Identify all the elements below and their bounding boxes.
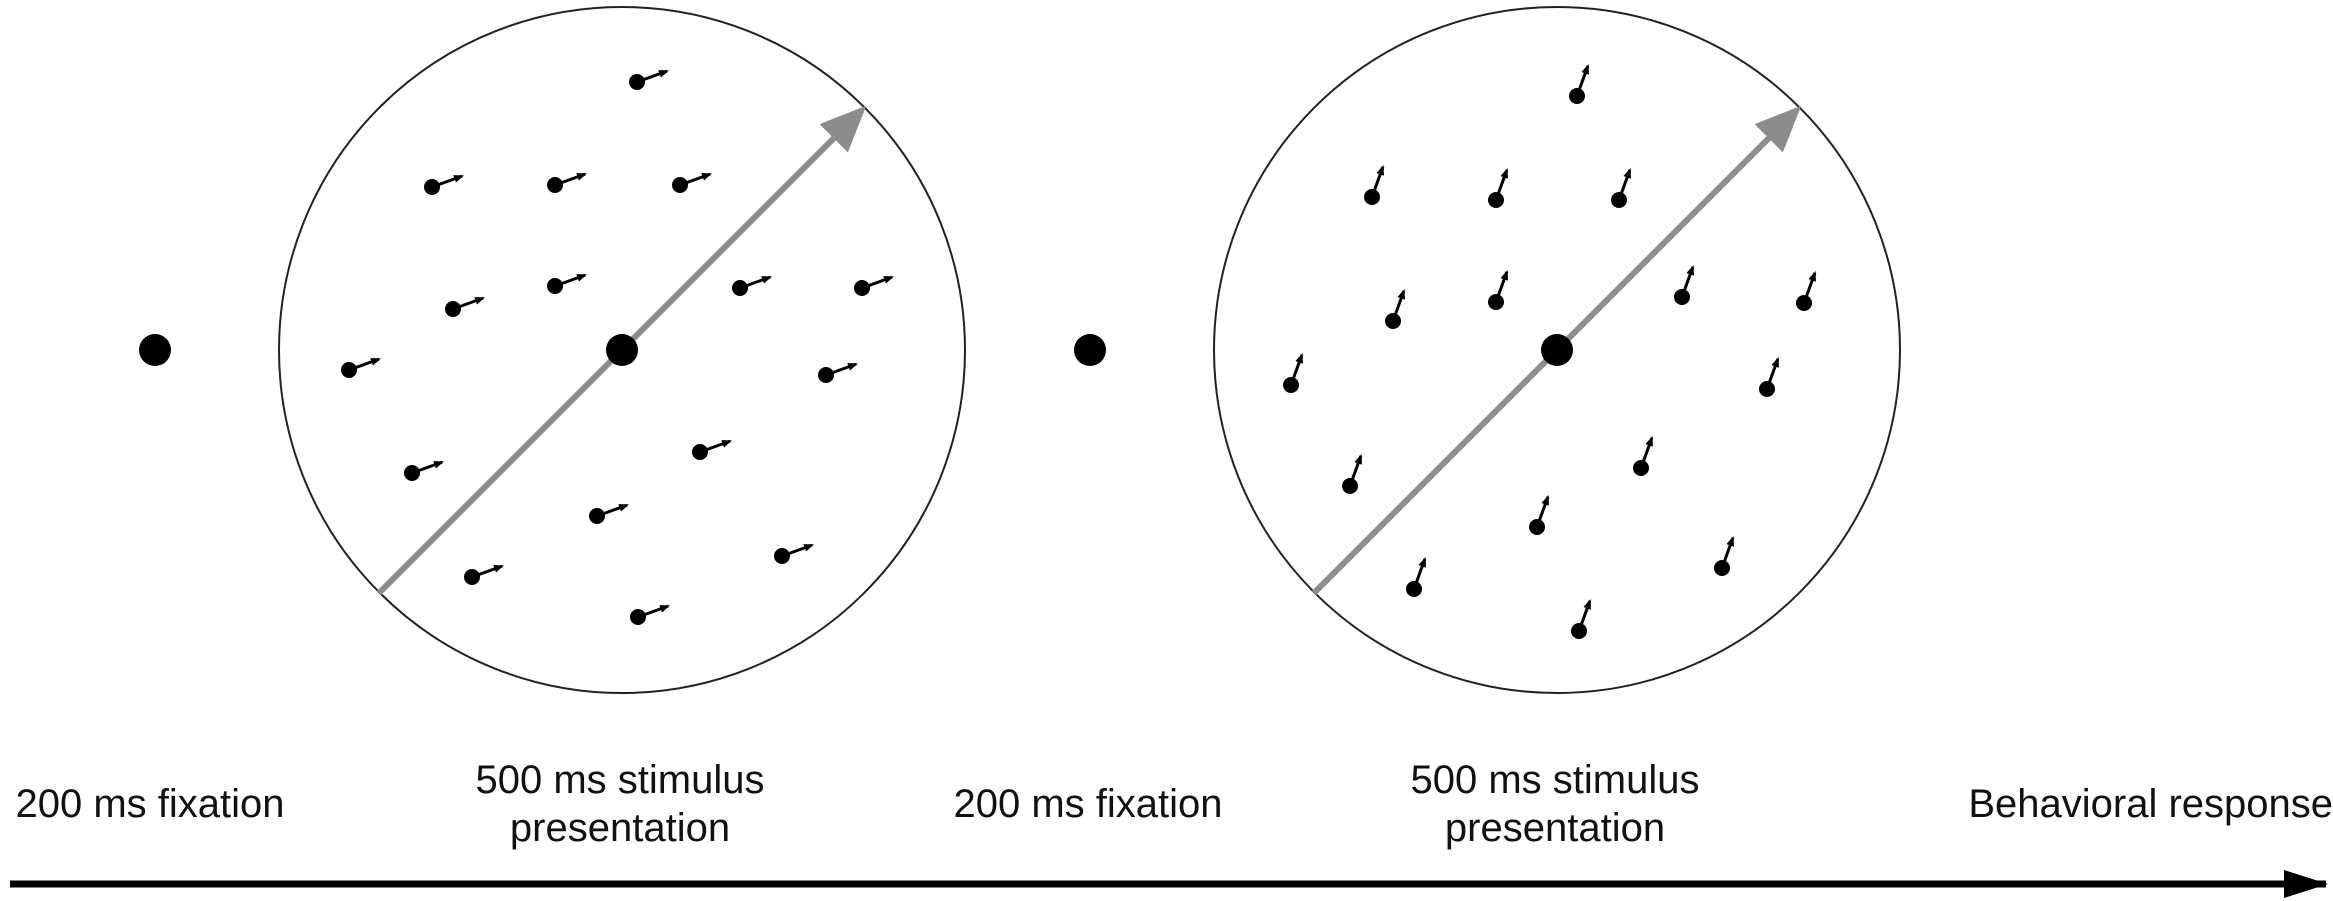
motion-direction-arrow [1680,265,1695,298]
motion-direction-arrow [471,564,504,579]
motion-direction-arrow [1577,599,1592,632]
motion-direction-arrow [636,69,669,84]
motion-direction-arrow [554,172,587,187]
motion-direction-arrow [1765,357,1780,390]
fixation-dot-center-2 [1541,334,1573,366]
motion-direction-arrow [1348,454,1363,487]
motion-direction-arrow [1575,64,1590,97]
step-label-stimulus-2: 500 ms stimulus presentation [1410,758,1700,850]
moving-dots-1 [341,69,894,625]
motion-direction-arrow [1289,353,1304,386]
motion-direction-arrow [596,503,629,518]
motion-direction-arrow [1370,165,1385,198]
stimulus-panel-2 [1213,6,1901,694]
fixation-dot-center-1 [606,334,638,366]
moving-dots-2 [1283,64,1817,639]
motion-direction-arrow [825,362,858,377]
fixation-dot-1 [139,334,171,366]
motion-direction-arrow [781,543,814,558]
motion-direction-arrow [1391,289,1406,322]
motion-direction-arrow [1535,495,1550,528]
motion-direction-arrow [1494,270,1509,303]
motion-direction-arrow [1802,271,1817,304]
motion-direction-arrow [1720,536,1735,569]
motion-direction-arrow [739,275,772,290]
motion-direction-arrow [431,174,464,189]
fixation-dot-2 [1074,334,1106,366]
step-label-behavioral-response: Behavioral response [1968,782,2333,826]
aperture-circle-2 [1213,6,1901,694]
motion-direction-arrow [679,172,712,187]
motion-direction-arrow [452,296,485,311]
motion-direction-arrow [411,460,444,475]
motion-direction-arrow [554,273,587,288]
motion-direction-arrow [1639,436,1654,469]
motion-direction-arrow [348,357,381,372]
motion-direction-arrow [1412,557,1427,590]
motion-direction-arrow [637,604,670,619]
step-label-stimulus-1: 500 ms stimulus presentation [475,758,765,850]
motion-direction-arrow [1494,168,1509,201]
aperture-circle-1 [278,6,966,694]
step-label-fixation-2: 200 ms fixation [953,782,1223,826]
step-label-fixation-1: 200 ms fixation [15,782,285,826]
motion-direction-arrow [699,439,732,454]
stimulus-panel-1 [278,6,966,694]
motion-direction-arrow [1617,168,1632,201]
motion-direction-arrow [861,275,894,290]
